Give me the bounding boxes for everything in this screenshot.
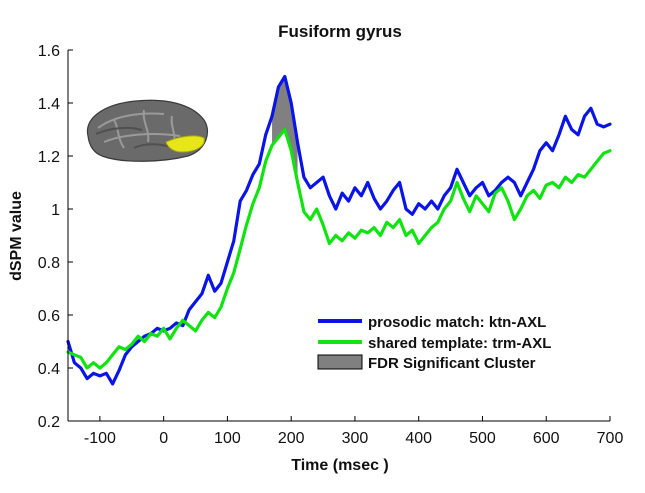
legend-swatch-cluster xyxy=(317,354,363,370)
y-tick-label: 1.6 xyxy=(38,43,60,60)
legend: prosodic match: ktn-AXL shared template:… xyxy=(310,306,608,378)
y-axis-title: dSPM value xyxy=(8,191,25,281)
legend-label-cluster: FDR Significant Cluster xyxy=(368,355,536,372)
x-tick-label: 0 xyxy=(159,430,168,447)
x-tick-label: 100 xyxy=(214,430,241,447)
x-axis-title: Time (msec ) xyxy=(291,457,389,474)
y-tick-label: 1.4 xyxy=(38,96,60,113)
y-tick-label: 0.6 xyxy=(38,308,60,325)
y-tick-label: 0.8 xyxy=(38,255,60,272)
series-layer xyxy=(66,74,612,386)
x-tick-label: -100 xyxy=(84,430,116,447)
x-tick-label: 500 xyxy=(469,430,496,447)
x-tick-label: 600 xyxy=(533,430,560,447)
x-tick-label: 200 xyxy=(278,430,305,447)
series-line-2 xyxy=(66,127,612,370)
y-tick-label: 1 xyxy=(51,202,60,219)
x-tick-label: 300 xyxy=(342,430,369,447)
y-tick-label: 1.2 xyxy=(38,149,60,166)
brain-inset-image xyxy=(86,99,209,162)
plot-area: -100 0 100 200 300 400 500 600 700 0.2 0.4 0.6 0.8 1 1… xyxy=(38,43,624,447)
chart-title: Fusiform gyrus xyxy=(278,22,402,41)
axes-layer: -100 0 100 200 300 400 500 600 700 0.2 0.4 0.6 0.8 1 1… xyxy=(38,43,624,447)
x-tick-label: 400 xyxy=(405,430,432,447)
x-tick-label: 700 xyxy=(597,430,624,447)
y-tick-label: 0.4 xyxy=(38,361,60,378)
y-tick-label: 0.2 xyxy=(38,414,60,431)
legend-label-series-2: shared template: trm-AXL xyxy=(368,335,551,352)
legend-label-series-1: prosodic match: ktn-AXL xyxy=(368,314,546,331)
series-line-1 xyxy=(66,74,612,386)
